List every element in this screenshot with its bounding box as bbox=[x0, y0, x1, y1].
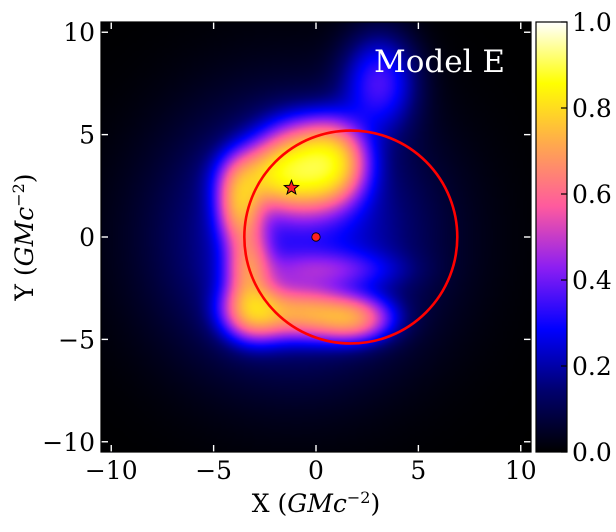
colorbar-gradient bbox=[536, 22, 567, 452]
plot-ticks bbox=[101, 22, 531, 452]
y-tick-label: 10 bbox=[63, 18, 95, 47]
y-tick-label: 0 bbox=[79, 223, 95, 252]
plot-frame bbox=[100, 21, 532, 453]
center-dot-marker bbox=[311, 232, 321, 242]
colorbar-frame bbox=[535, 21, 568, 453]
y-tick-label: −10 bbox=[42, 428, 95, 457]
x-tick-label: 0 bbox=[308, 456, 324, 485]
colorbar-ticks: 0.0 0.2 0.4 0.6 0.8 1.0 bbox=[561, 8, 612, 467]
y-tick-labels: −10 −5 0 5 10 bbox=[42, 18, 95, 457]
colorbar-tick-label: 0.4 bbox=[572, 266, 612, 295]
colorbar-tick-label: 1.0 bbox=[572, 8, 612, 37]
x-tick-labels: −10 −5 0 5 10 bbox=[85, 456, 537, 485]
star-marker bbox=[282, 178, 300, 196]
colorbar-tick-label: 0.8 bbox=[572, 94, 612, 123]
y-tick-label: −5 bbox=[58, 325, 95, 354]
y-axis-label: Y (GMc−2) bbox=[9, 173, 40, 301]
colorbar: 0.0 0.2 0.4 0.6 0.8 1.0 bbox=[535, 8, 612, 467]
x-tick-label: 5 bbox=[410, 456, 426, 485]
circle-overlay bbox=[243, 129, 459, 345]
x-tick-label: −10 bbox=[85, 456, 138, 485]
colorbar-tick-label: 0.6 bbox=[572, 180, 612, 209]
model-label: Model E bbox=[374, 44, 505, 80]
colorbar-tick-label: 0.2 bbox=[572, 352, 612, 381]
x-tick-label: 10 bbox=[505, 456, 537, 485]
y-tick-label: 5 bbox=[79, 121, 95, 150]
x-tick-label: −5 bbox=[195, 456, 232, 485]
plot-area: Model E bbox=[100, 21, 532, 453]
x-axis-label: X (GMc−2) bbox=[252, 488, 380, 519]
colorbar-tick-label: 0.0 bbox=[572, 438, 612, 467]
